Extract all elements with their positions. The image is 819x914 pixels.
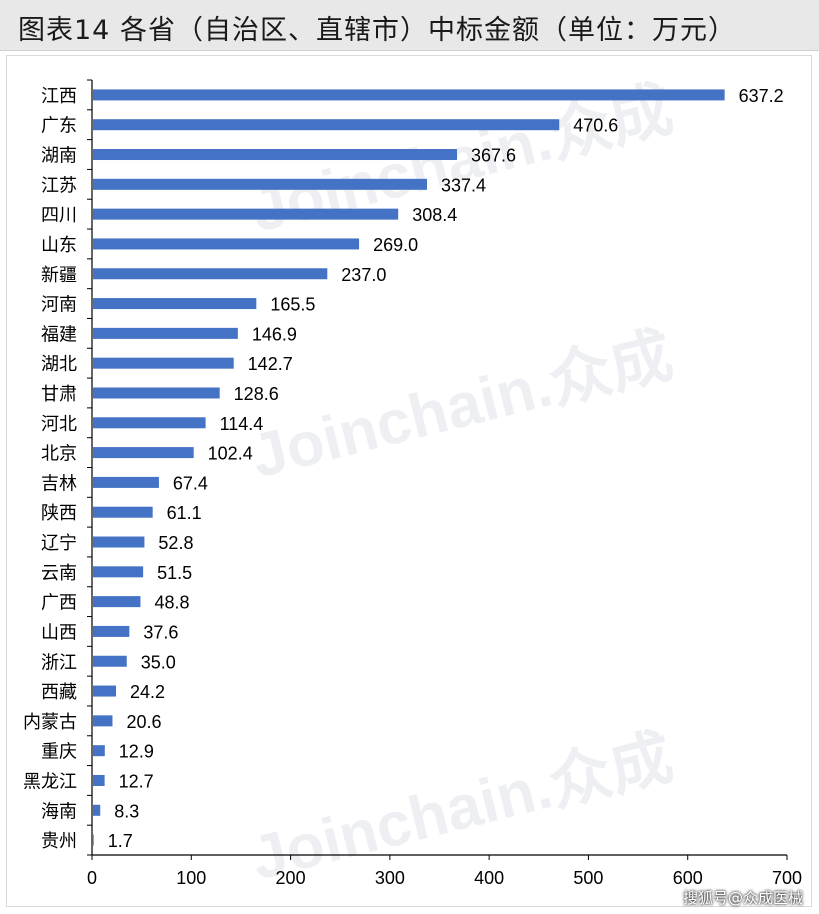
value-label: 12.7 — [119, 771, 154, 791]
category-label: 辽宁 — [41, 533, 77, 554]
category-label: 河北 — [41, 414, 77, 435]
category-label: 湖南 — [41, 146, 77, 167]
category-label: 内蒙古 — [23, 712, 77, 733]
bar — [93, 178, 427, 190]
x-tick-label: 200 — [276, 868, 306, 888]
watermark-text: Joinchain.众成 — [245, 722, 680, 893]
category-label: 四川 — [41, 205, 77, 226]
category-label: 浙江 — [41, 652, 77, 673]
value-label: 48.8 — [154, 593, 189, 613]
bar — [93, 447, 194, 459]
category-label: 广西 — [41, 593, 77, 614]
bar — [93, 625, 130, 637]
chart-title: 图表14 各省（自治区、直辖市）中标金额（单位：万元） — [18, 15, 736, 46]
bar — [93, 506, 153, 518]
bar — [93, 119, 560, 131]
bar — [93, 774, 105, 786]
category-label: 重庆 — [41, 742, 77, 763]
value-label: 308.4 — [412, 205, 457, 225]
bar — [93, 685, 117, 697]
category-label: 北京 — [41, 444, 77, 465]
bar — [93, 208, 399, 220]
value-label: 470.6 — [573, 116, 618, 136]
source-credit: 搜狐号@众成医械 — [682, 889, 803, 907]
value-label: 146.9 — [252, 324, 297, 344]
bar — [93, 834, 94, 846]
bar — [93, 804, 101, 816]
bar — [93, 268, 328, 280]
category-label: 云南 — [41, 563, 77, 584]
value-label: 165.5 — [270, 295, 315, 315]
watermark-text: Joinchain.众成 — [245, 320, 680, 491]
value-label: 51.5 — [157, 563, 192, 583]
x-tick-label: 700 — [772, 868, 802, 888]
value-label: 337.4 — [441, 175, 486, 195]
bar — [93, 89, 725, 101]
value-label: 67.4 — [173, 473, 208, 493]
category-label: 湖北 — [41, 354, 77, 375]
value-label: 142.7 — [248, 354, 293, 374]
category-label: 山东 — [41, 235, 77, 256]
x-tick-label: 0 — [87, 868, 97, 888]
bar — [93, 327, 238, 339]
value-label: 61.1 — [167, 503, 202, 523]
bar — [93, 655, 127, 667]
value-label: 237.0 — [341, 265, 386, 285]
x-tick-label: 500 — [573, 868, 603, 888]
bar — [93, 387, 220, 399]
bar — [93, 596, 141, 608]
bar — [93, 536, 145, 548]
value-label: 20.6 — [126, 712, 161, 732]
title-bar: 图表14 各省（自治区、直辖市）中标金额（单位：万元） — [0, 0, 819, 51]
value-label: 102.4 — [208, 444, 253, 464]
x-tick-label: 300 — [375, 868, 405, 888]
bar — [93, 149, 457, 161]
category-label: 新疆 — [41, 265, 77, 286]
chart-frame — [6, 55, 812, 907]
bar — [93, 715, 113, 727]
bar — [93, 476, 159, 488]
category-label: 广东 — [41, 116, 77, 137]
bar — [93, 357, 234, 369]
category-label: 河南 — [41, 295, 77, 316]
value-label: 35.0 — [141, 652, 176, 672]
bar — [93, 566, 144, 578]
category-label: 吉林 — [41, 473, 77, 494]
bar — [93, 745, 105, 757]
bar — [93, 298, 257, 310]
category-label: 福建 — [41, 324, 77, 345]
category-label: 山西 — [41, 622, 77, 643]
value-label: 269.0 — [373, 235, 418, 255]
value-label: 637.2 — [739, 86, 784, 106]
category-label: 黑龙江 — [23, 771, 77, 792]
x-tick-label: 100 — [176, 868, 206, 888]
value-label: 367.6 — [471, 146, 516, 166]
category-label: 陕西 — [41, 503, 77, 524]
category-label: 江苏 — [41, 175, 77, 196]
value-label: 37.6 — [143, 622, 178, 642]
x-tick-label: 400 — [474, 868, 504, 888]
value-label: 114.4 — [220, 414, 264, 434]
value-label: 1.7 — [108, 831, 133, 851]
category-label: 西藏 — [41, 682, 77, 703]
x-tick-label: 600 — [673, 868, 703, 888]
category-label: 贵州 — [41, 831, 77, 852]
bar — [93, 238, 360, 250]
category-label: 海南 — [41, 801, 77, 822]
value-label: 12.9 — [119, 742, 154, 762]
value-label: 128.6 — [234, 384, 279, 404]
bar — [93, 417, 206, 429]
category-label: 江西 — [41, 86, 77, 107]
value-label: 52.8 — [158, 533, 193, 553]
value-label: 8.3 — [114, 801, 139, 821]
value-label: 24.2 — [130, 682, 165, 702]
category-label: 甘肃 — [41, 384, 77, 405]
